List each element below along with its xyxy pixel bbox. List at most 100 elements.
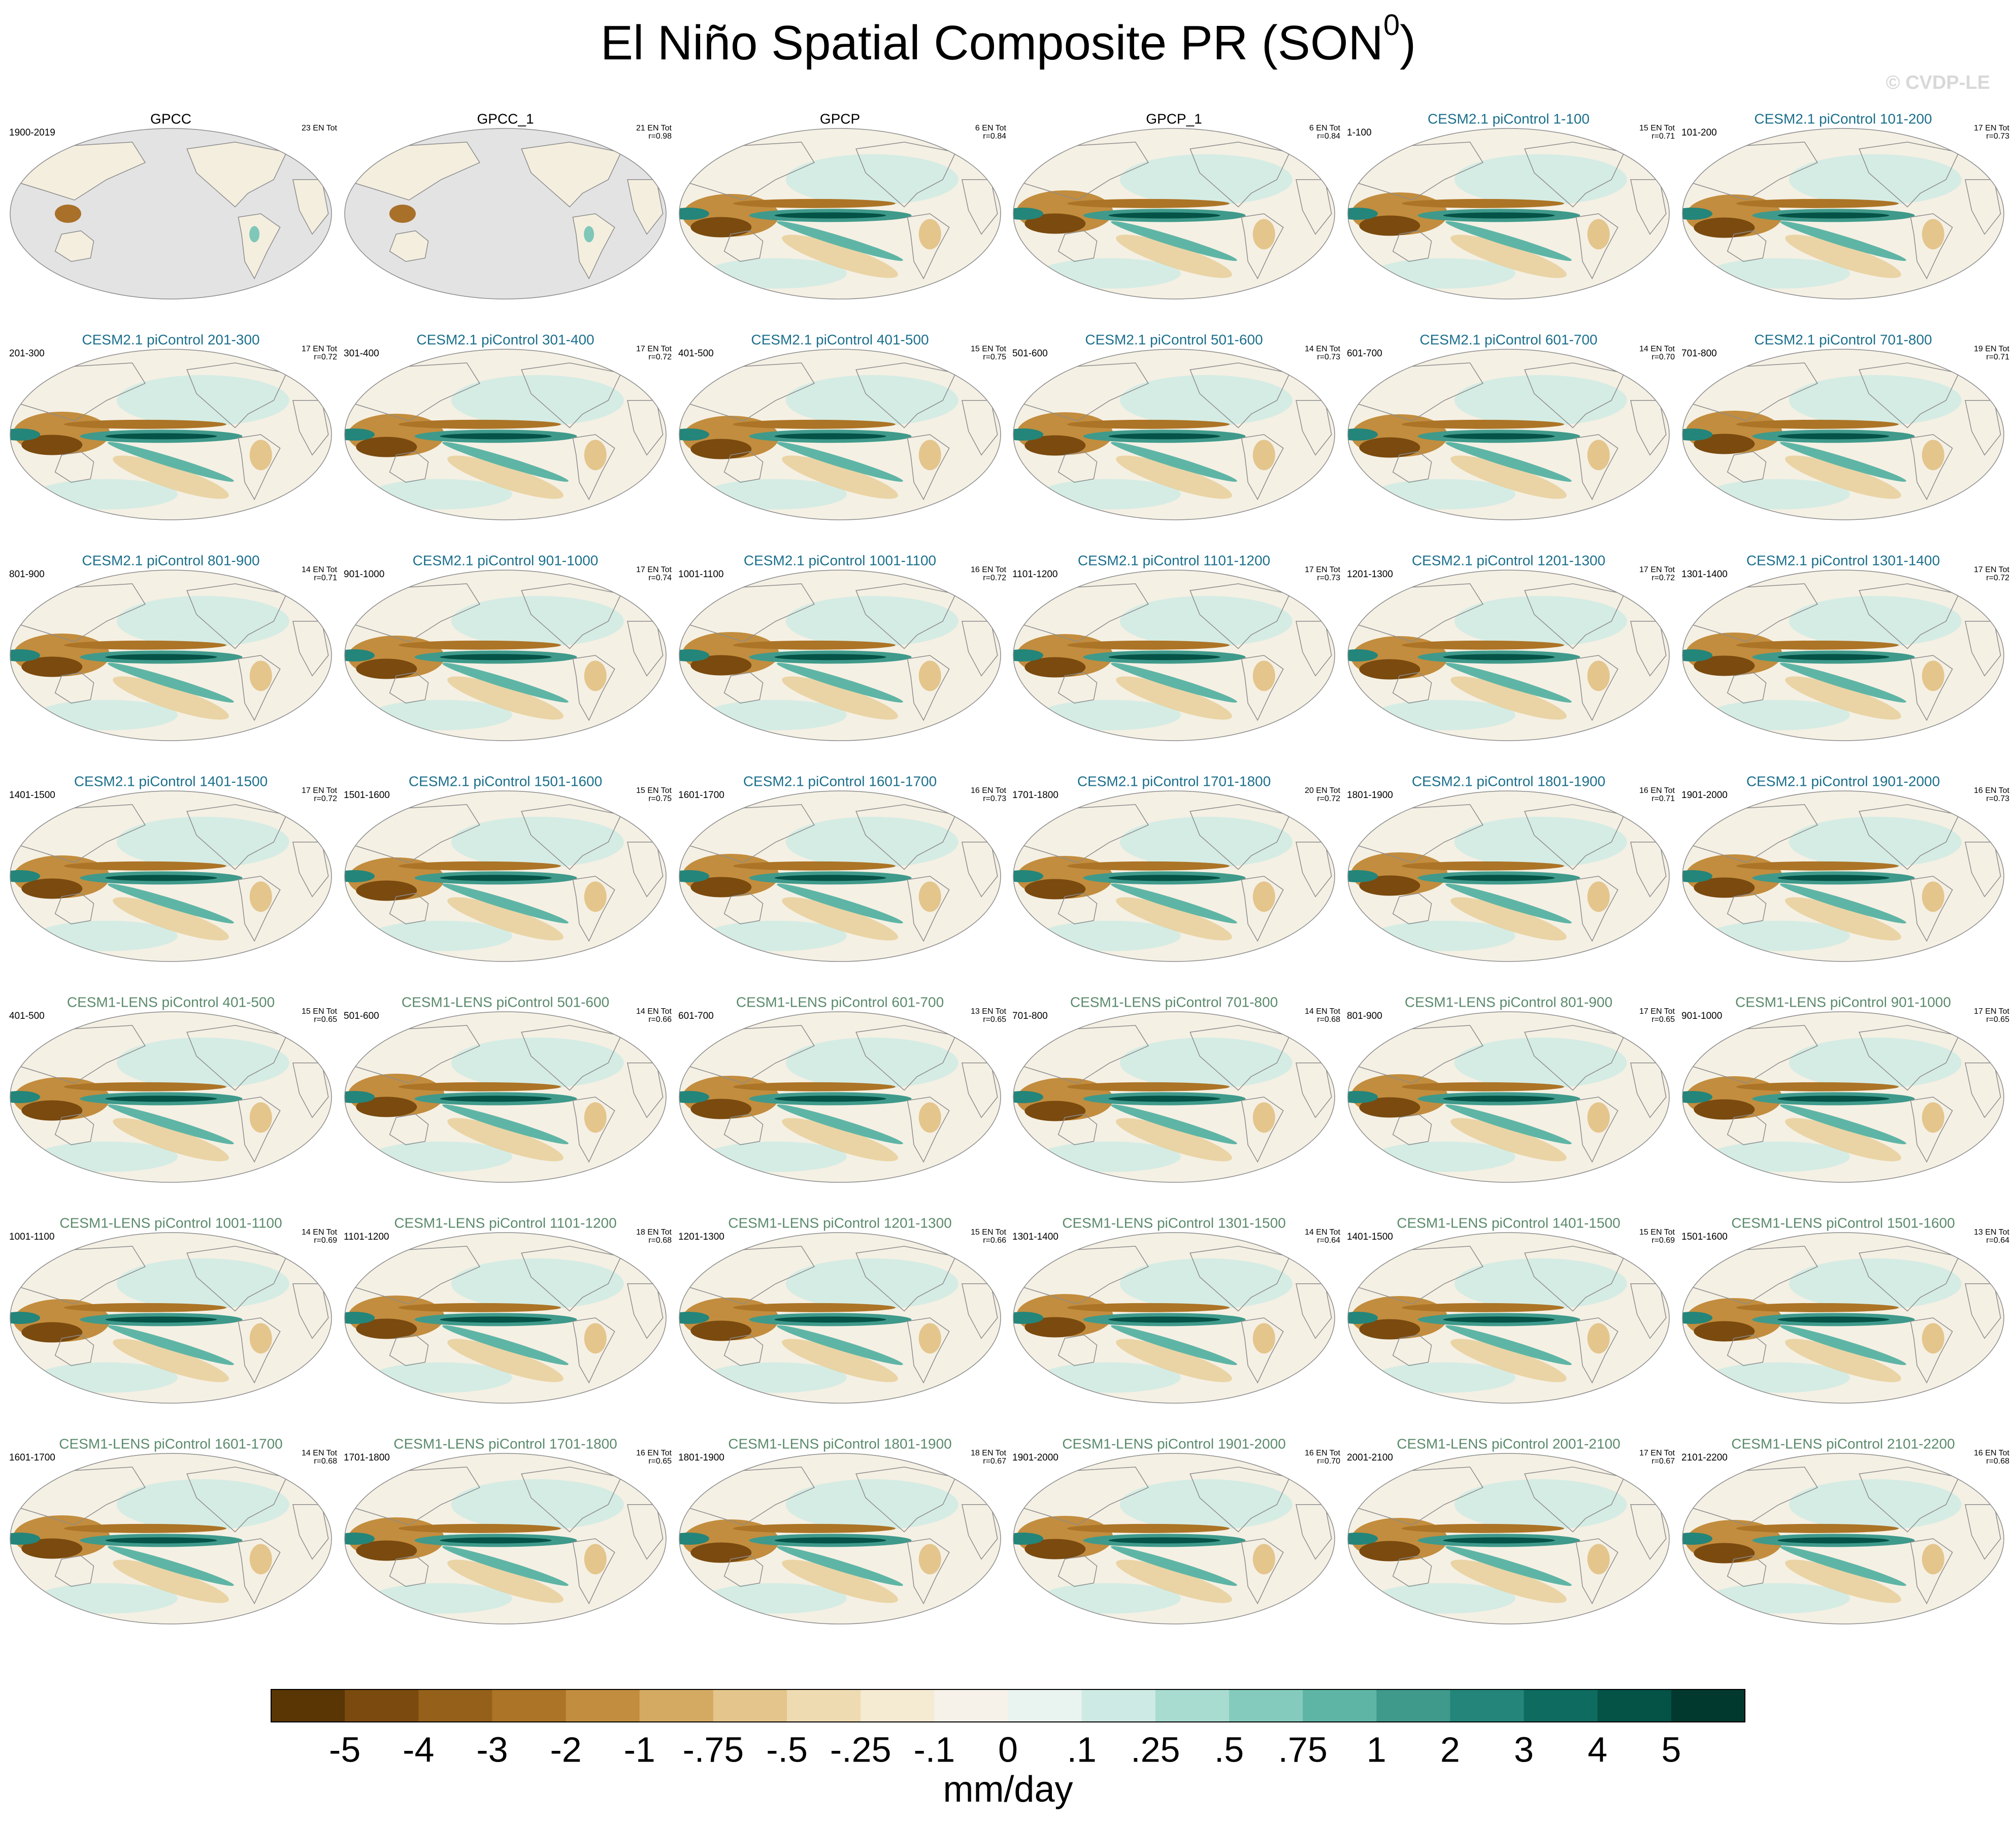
panel-stat: r=0.72 [314, 794, 337, 803]
map-body [679, 570, 1001, 741]
wet-core [1777, 1096, 1890, 1102]
coastline [1189, 362, 1291, 428]
panel-period: 501-600 [344, 1011, 379, 1021]
panel-stat: r=0.73 [1317, 574, 1340, 582]
dry-amazon [1922, 660, 1944, 691]
panel-stat: 16 EN Tot [971, 786, 1007, 795]
dry-band [733, 1303, 896, 1312]
coastline [16, 1025, 146, 1084]
wet-spcz [1111, 1546, 1237, 1586]
dry-area [447, 455, 564, 499]
map [1682, 1232, 2004, 1404]
coastline [350, 362, 480, 421]
map-border [344, 128, 667, 300]
map-border [1682, 1011, 2004, 1183]
coastline [1575, 434, 1618, 501]
coastline [389, 230, 429, 262]
wet-core [1443, 212, 1555, 219]
coastline [1910, 434, 1953, 501]
coastline [855, 1467, 956, 1533]
wet-area [785, 816, 959, 868]
coastline [1353, 362, 1483, 421]
wet-spcz [442, 662, 569, 703]
coastline [572, 876, 615, 942]
map-body [1013, 349, 1335, 520]
map-border [10, 1453, 332, 1624]
coastline [1630, 1283, 1667, 1339]
map-panel: CESM1-LENS piControl 1601-1700 1601-1700 1… [9, 1436, 338, 1624]
panel-stat: 14 EN Tot [302, 1228, 338, 1237]
wet-core [105, 1316, 217, 1323]
panel-stat: r=0.69 [1651, 1236, 1675, 1245]
wet-west [345, 649, 375, 661]
coastline [1910, 1538, 1953, 1605]
coastline [1057, 451, 1098, 483]
wet-area [785, 1037, 959, 1088]
map-border [10, 1232, 332, 1404]
wet-core [105, 1096, 217, 1102]
map [679, 790, 1001, 962]
panel-stat: 16 EN Tot [636, 1449, 672, 1457]
coastline [1019, 142, 1149, 201]
wet-spcz [1780, 1325, 1906, 1365]
map-border [1682, 790, 2004, 962]
dry-core [1359, 875, 1420, 896]
dry-core [690, 217, 752, 238]
coastline [907, 1538, 950, 1605]
panel-period: 1701-1800 [344, 1452, 390, 1463]
dry-core [356, 658, 417, 679]
coastline [1019, 1467, 1149, 1525]
colorbar-box [934, 1689, 1008, 1722]
panel-period: 1601-1700 [678, 790, 724, 801]
map-border [679, 128, 1001, 300]
dry-amazon [1252, 1102, 1275, 1133]
map-border [344, 349, 667, 520]
coastline [1859, 583, 1960, 649]
panel-title: CESM1-LENS piControl 2001-2100 [1397, 1436, 1620, 1451]
wet-core [1777, 1537, 1890, 1544]
coastline [1392, 672, 1432, 704]
wet-area [1789, 595, 1962, 647]
coastline [855, 142, 956, 208]
dry-core [1024, 213, 1086, 234]
map-border [1013, 128, 1335, 300]
map-body [679, 1233, 1001, 1403]
wet-spcz [1111, 662, 1237, 703]
coastline [350, 583, 480, 642]
dry-band [1736, 1303, 1899, 1312]
panel-stat: 17 EN Tot [1974, 1007, 2010, 1016]
panel-title: GPCP_1 [1146, 111, 1202, 126]
map-panel: CESM1-LENS piControl 501-600 501-600 14 EN… [344, 994, 672, 1183]
map-body [679, 349, 1001, 520]
map-body [1682, 1233, 2004, 1403]
panel-title: CESM1-LENS piControl 1201-1300 [728, 1215, 951, 1231]
map-border [1682, 128, 2004, 300]
coastline [685, 1246, 815, 1305]
panel-period: 1301-1400 [1681, 569, 1728, 580]
map-border [10, 570, 332, 741]
map-border [10, 1011, 332, 1183]
panel-period: 1201-1300 [678, 1232, 724, 1242]
panel-title: CESM2.1 piControl 1401-1500 [74, 773, 268, 789]
dry-band [63, 1082, 226, 1091]
coastline [1524, 583, 1625, 649]
coastline [389, 451, 429, 483]
coastline [1859, 1025, 1960, 1091]
map [344, 1011, 667, 1183]
map-body [345, 349, 666, 520]
panel-stat: 14 EN Tot [636, 1007, 672, 1016]
coastline [186, 583, 287, 649]
coastline [350, 1467, 480, 1525]
panel-stat: r=0.84 [1317, 132, 1340, 141]
panel-stat: 20 EN Tot [1305, 786, 1341, 795]
map-border [1347, 1232, 1670, 1404]
panel-stat: 18 EN Tot [971, 1449, 1007, 1457]
coastline [1859, 804, 1960, 870]
coastline [1688, 142, 1818, 201]
panel-period: 1501-1600 [344, 790, 390, 801]
coastline [907, 213, 950, 280]
